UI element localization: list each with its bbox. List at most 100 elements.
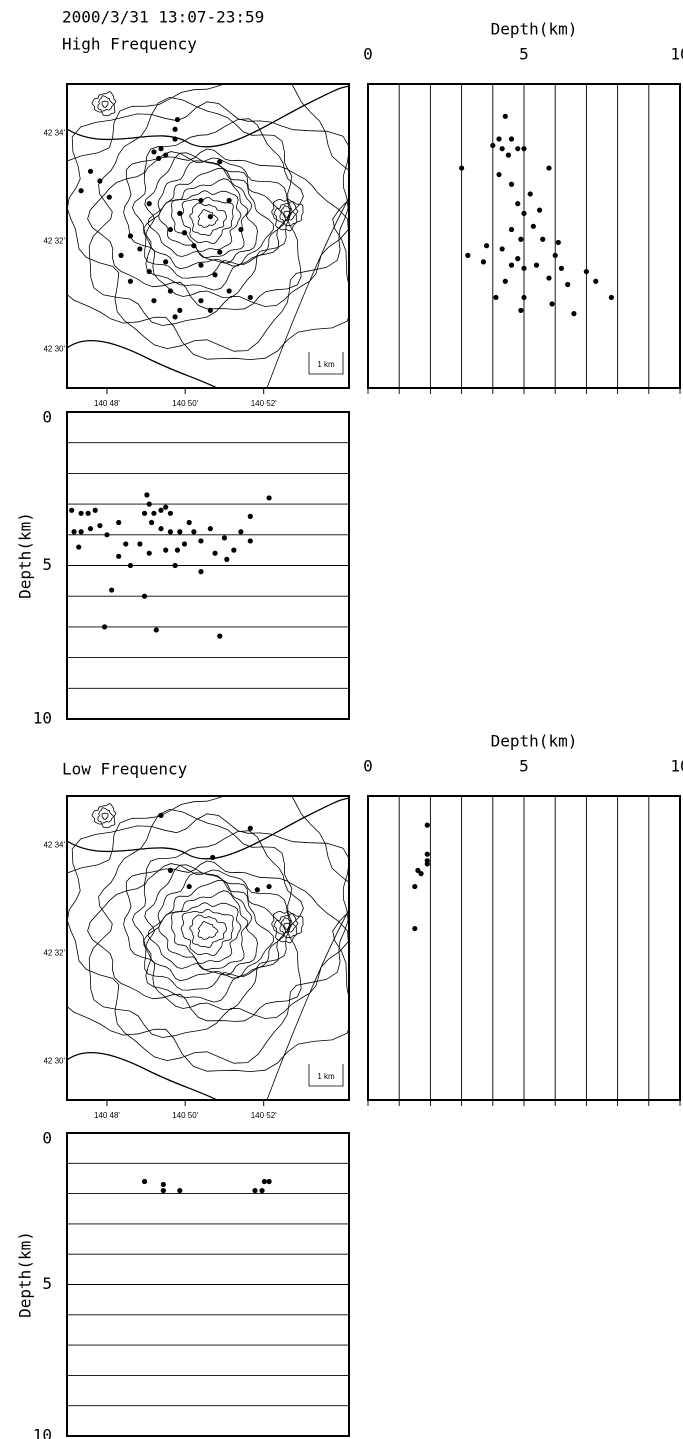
y-tick-label: 0 (42, 1129, 52, 1148)
hypocenter (515, 146, 521, 152)
hypocenter (254, 887, 260, 893)
hypocenter (424, 861, 430, 867)
hypocenter (153, 627, 159, 633)
hypocenter (198, 298, 204, 304)
panel-frame (66, 795, 350, 1101)
y-tick-label: 42 34' (43, 129, 65, 138)
hypocenter (515, 256, 521, 262)
hypocenter (480, 259, 487, 265)
contour (147, 167, 258, 264)
hypocenter (424, 822, 430, 828)
hypocenter (608, 294, 614, 301)
hypocenter (177, 307, 183, 313)
contour (180, 908, 234, 956)
hypocenter (181, 230, 188, 236)
contour (131, 863, 291, 1003)
hypocenter (412, 925, 418, 932)
contour (88, 808, 349, 1038)
panel: 0 5 10 Depth(km) (16, 1129, 350, 1439)
hypocenter (231, 547, 237, 553)
hypocenter (87, 168, 94, 174)
hypocenter (247, 294, 253, 301)
hypocenter (518, 236, 524, 242)
y-tick-label: 10 (33, 1426, 52, 1439)
hypocenter (266, 1178, 272, 1185)
hypocenter (146, 268, 152, 275)
panel-frame (66, 1132, 350, 1437)
hypocenter (217, 633, 223, 639)
hypocenter (172, 562, 178, 569)
hypocenter (496, 171, 502, 178)
hypocenter (106, 194, 112, 200)
valley (266, 909, 349, 1100)
hypocenter (151, 298, 157, 304)
hypocenter (76, 544, 82, 550)
hypocenter (167, 529, 173, 535)
hypocenter (177, 1187, 183, 1194)
hypocenter (247, 825, 253, 831)
contour (279, 917, 296, 934)
hypocenter (85, 510, 91, 516)
panel: 0 5 10 Depth(km) (16, 408, 350, 728)
hypocenter (552, 252, 558, 259)
hypocenter (156, 155, 162, 161)
coastline (67, 85, 349, 148)
y-tick-label: 10 (33, 709, 52, 728)
hypocenter (116, 553, 122, 559)
hypocenter (144, 492, 150, 498)
hypocenter (508, 226, 515, 233)
hypocenter (127, 278, 134, 284)
hypocenter (163, 152, 169, 158)
hypocenter (174, 547, 181, 553)
hypocenter (198, 197, 204, 204)
hypocenter (181, 541, 188, 547)
hypocenter (583, 268, 590, 275)
hypocenter (483, 243, 490, 249)
hypocenter (593, 278, 599, 284)
panel-title: High Frequency (62, 35, 197, 54)
hypocenter (226, 197, 232, 204)
hypocenter (537, 207, 543, 213)
hypocenter (158, 146, 164, 152)
hypocenter (518, 307, 524, 313)
hypocenter (69, 507, 75, 513)
hypocenter (212, 550, 218, 556)
hypocenter (78, 188, 84, 194)
panel-frame (66, 83, 350, 389)
hypocenter (221, 535, 228, 541)
hypocenter (167, 226, 173, 233)
y-tick-label: 42 32' (43, 237, 65, 246)
contour (67, 101, 349, 352)
scale-label: 1 km (317, 360, 335, 369)
hypocenter (172, 126, 178, 132)
panel-frame (66, 411, 350, 720)
hypocenter (508, 181, 515, 187)
hypocenter (521, 265, 527, 271)
hypocenter (217, 159, 223, 165)
hypocenter (163, 259, 169, 265)
hypocenter (137, 541, 143, 547)
contour (67, 84, 349, 361)
hypocenter (97, 522, 103, 529)
contour (131, 151, 291, 291)
hypocenter (515, 201, 521, 207)
y-tick-label: 42 30' (43, 344, 65, 353)
contour (273, 913, 299, 939)
hypocenter (490, 142, 496, 149)
hypocenter (418, 871, 424, 877)
hypocenter (78, 510, 84, 516)
contour (170, 190, 242, 253)
hypocenter (238, 226, 244, 233)
contour (87, 118, 304, 310)
date-range: 2000/3/31 13:07-23:59 (62, 8, 264, 27)
contour (180, 196, 234, 244)
hypocenter (212, 272, 218, 278)
hypocenter (502, 113, 508, 119)
contour (158, 178, 249, 259)
hypocenter (499, 146, 505, 152)
contour (189, 202, 228, 237)
hypocenter (505, 152, 511, 158)
hypocenter (174, 116, 181, 123)
x-tick-label: 140 48' (94, 1111, 120, 1120)
